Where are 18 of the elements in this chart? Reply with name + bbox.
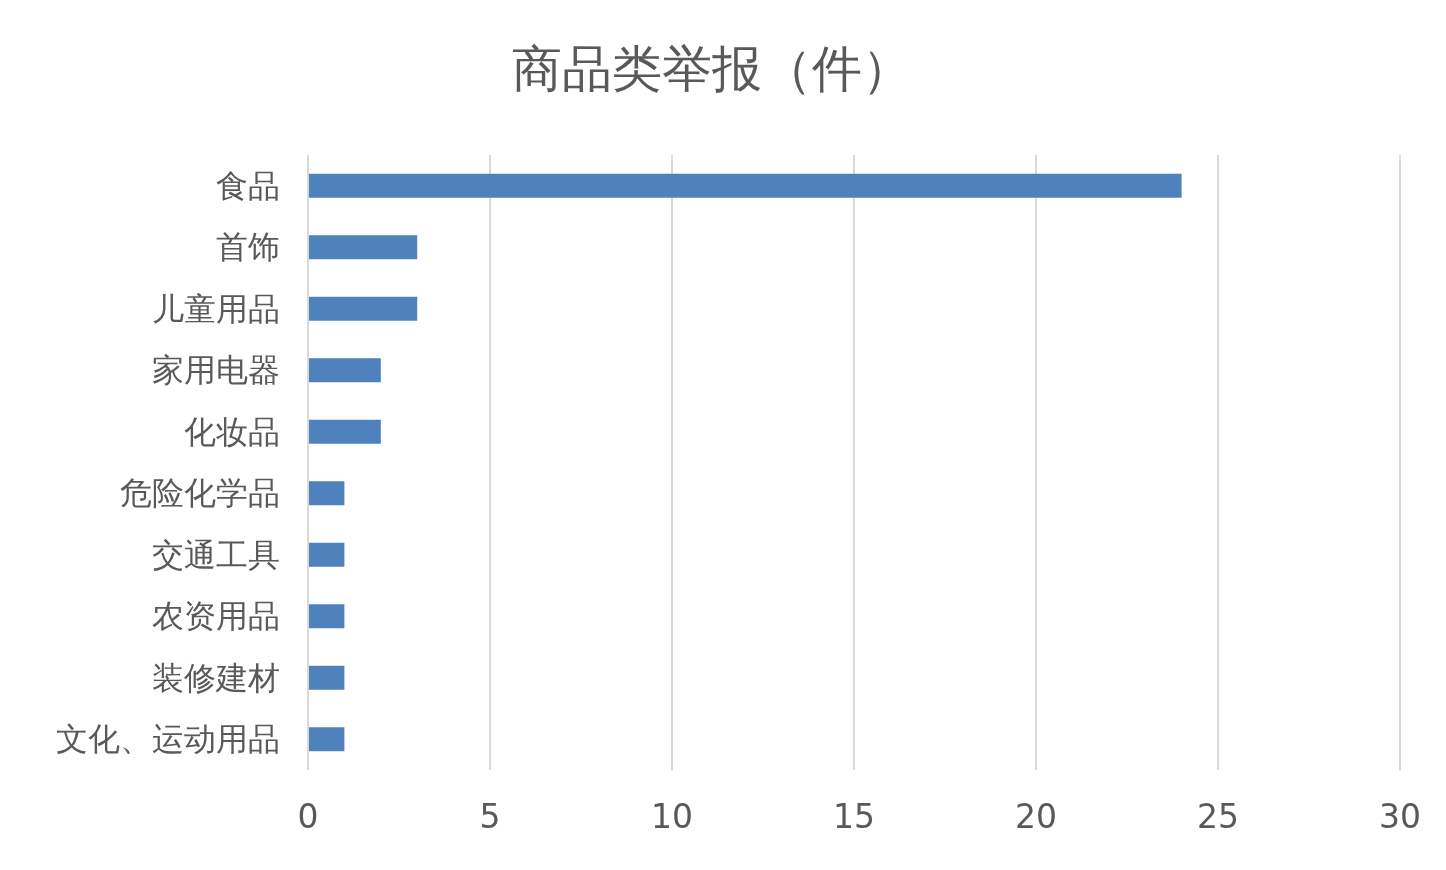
y-tick-label: 交通工具 — [152, 535, 280, 574]
y-tick-label: 装修建材 — [152, 658, 280, 697]
x-tick-label: 15 — [833, 797, 875, 836]
x-tick-label: 20 — [1015, 797, 1057, 836]
y-tick-label: 危险化学品 — [120, 474, 280, 513]
x-tick-label: 5 — [479, 797, 501, 836]
y-tick-label: 儿童用品 — [152, 289, 280, 328]
x-tick-label: 25 — [1197, 797, 1239, 836]
y-tick-label: 文化、运动用品 — [56, 720, 280, 759]
chart-title: 商品类举报（件） — [512, 40, 912, 98]
x-tick-label: 0 — [297, 797, 319, 836]
y-tick-label: 首饰 — [216, 228, 280, 267]
y-tick-label: 农资用品 — [152, 597, 280, 636]
x-tick-label: 10 — [651, 797, 693, 836]
y-tick-label: 家用电器 — [152, 351, 280, 390]
y-tick-label: 化妆品 — [184, 412, 280, 451]
y-tick-label: 食品 — [216, 166, 280, 205]
x-tick-label: 30 — [1379, 797, 1421, 836]
